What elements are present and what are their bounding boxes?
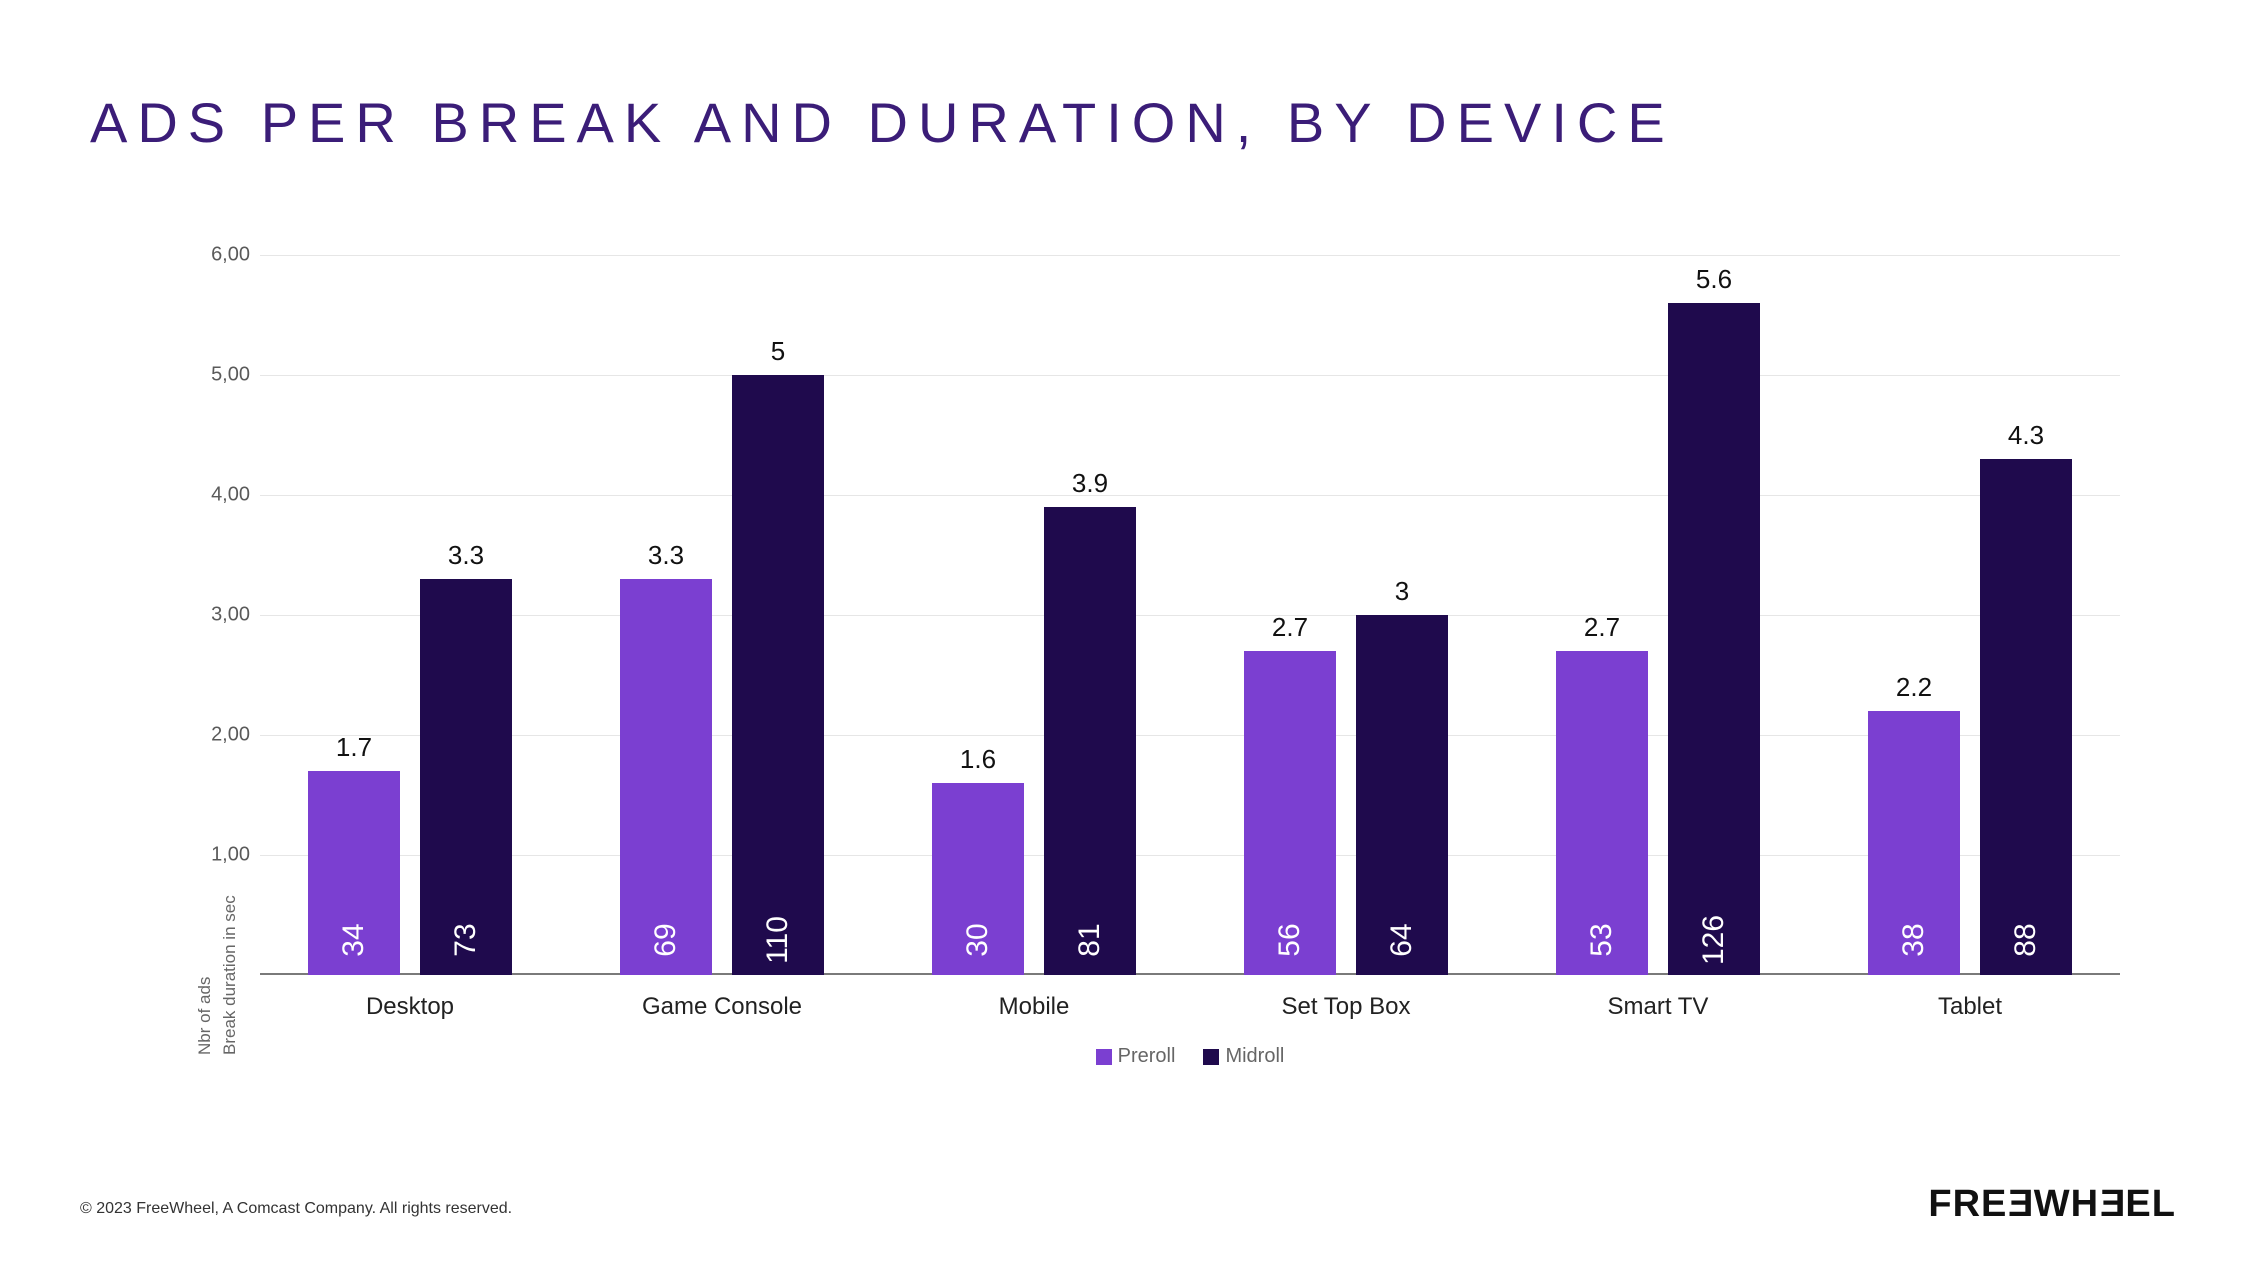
legend-item: Midroll <box>1203 1045 1284 1068</box>
y-tick-label: 2,00 <box>170 724 250 747</box>
bar-value-label: 2.7 <box>1556 612 1648 651</box>
bar-duration-label: 53 <box>1585 923 1619 956</box>
bar-value-label: 1.6 <box>932 744 1024 783</box>
bar-preroll: 1.630 <box>932 783 1024 975</box>
bar-value-label: 2.2 <box>1868 672 1960 711</box>
grid-line <box>260 615 2120 616</box>
bar-duration-label: 64 <box>1385 923 1419 956</box>
legend-label: Preroll <box>1118 1045 1176 1067</box>
category-label: Smart TV <box>1556 975 1760 1021</box>
grid-line <box>260 735 2120 736</box>
y-tick-label: 4,00 <box>170 484 250 507</box>
bar-midroll: 5110 <box>732 375 824 975</box>
y-tick-label: 1,00 <box>170 844 250 867</box>
footer-copyright: © 2023 FreeWheel, A Comcast Company. All… <box>80 1200 512 1218</box>
bar-duration-label: 73 <box>449 923 483 956</box>
bar-value-label: 3.3 <box>620 540 712 579</box>
bar-preroll: 2.238 <box>1868 711 1960 975</box>
bar-midroll: 364 <box>1356 615 1448 975</box>
bar-duration-label: 38 <box>1897 923 1931 956</box>
category-label: Game Console <box>620 975 824 1021</box>
bar-group: 3.3695110Game Console <box>620 255 824 975</box>
category-label: Tablet <box>1868 975 2072 1021</box>
legend: Preroll Midroll <box>260 1045 2120 1068</box>
bar-duration-label: 88 <box>2009 923 2043 956</box>
bar-value-label: 3 <box>1356 576 1448 615</box>
bar-preroll: 3.369 <box>620 579 712 975</box>
bar-value-label: 3.9 <box>1044 468 1136 507</box>
bar-duration-label: 81 <box>1073 923 1107 956</box>
legend-swatch <box>1203 1049 1219 1065</box>
bar-midroll: 3.981 <box>1044 507 1136 975</box>
grid-line <box>260 375 2120 376</box>
bar-value-label: 5.6 <box>1668 264 1760 303</box>
slide: ADS PER BREAK AND DURATION, BY DEVICE Nb… <box>0 0 2266 1266</box>
bar-duration-label: 69 <box>649 923 683 956</box>
page-title: ADS PER BREAK AND DURATION, BY DEVICE <box>90 90 1675 155</box>
bar-value-label: 5 <box>732 336 824 375</box>
bar-duration-label: 110 <box>761 916 795 964</box>
bar-value-label: 2.7 <box>1244 612 1336 651</box>
chart-plot-area: 1,002,003,004,005,006,001.7343.373Deskto… <box>260 255 2120 975</box>
category-label: Set Top Box <box>1244 975 1448 1021</box>
y-tick-label: 6,00 <box>170 244 250 267</box>
bar-value-label: 4.3 <box>1980 420 2072 459</box>
category-label: Mobile <box>932 975 1136 1021</box>
footer-logo: FREEWHEEL <box>1928 1183 2176 1226</box>
grid-line <box>260 255 2120 256</box>
legend-item: Preroll <box>1096 1045 1176 1068</box>
legend-label: Midroll <box>1225 1045 1284 1067</box>
y-axis-label-inner: Break duration in sec <box>220 895 240 1055</box>
y-tick-label: 5,00 <box>170 364 250 387</box>
bar-duration-label: 30 <box>961 923 995 956</box>
bar-value-label: 3.3 <box>420 540 512 579</box>
category-label: Desktop <box>308 975 512 1021</box>
chart-container: Nbr of ads Break duration in sec 1,002,0… <box>180 255 2120 1060</box>
bar-group: 1.6303.981Mobile <box>932 255 1136 975</box>
bar-duration-label: 126 <box>1697 915 1731 965</box>
bar-duration-label: 56 <box>1273 923 1307 956</box>
y-tick-label: 3,00 <box>170 604 250 627</box>
bar-group: 1.7343.373Desktop <box>308 255 512 975</box>
bar-group: 2.756364Set Top Box <box>1244 255 1448 975</box>
bar-midroll: 4.388 <box>1980 459 2072 975</box>
legend-swatch <box>1096 1049 1112 1065</box>
x-axis-line <box>260 973 2120 975</box>
bar-midroll: 3.373 <box>420 579 512 975</box>
bar-value-label: 1.7 <box>308 732 400 771</box>
bar-preroll: 1.734 <box>308 771 400 975</box>
bar-group: 2.7535.6126Smart TV <box>1556 255 1760 975</box>
bar-group: 2.2384.388Tablet <box>1868 255 2072 975</box>
bar-midroll: 5.6126 <box>1668 303 1760 975</box>
bar-duration-label: 34 <box>337 923 371 956</box>
y-axis-label-outer: Nbr of ads <box>195 977 215 1055</box>
grid-line <box>260 855 2120 856</box>
bar-preroll: 2.753 <box>1556 651 1648 975</box>
grid-line <box>260 495 2120 496</box>
bar-preroll: 2.756 <box>1244 651 1336 975</box>
